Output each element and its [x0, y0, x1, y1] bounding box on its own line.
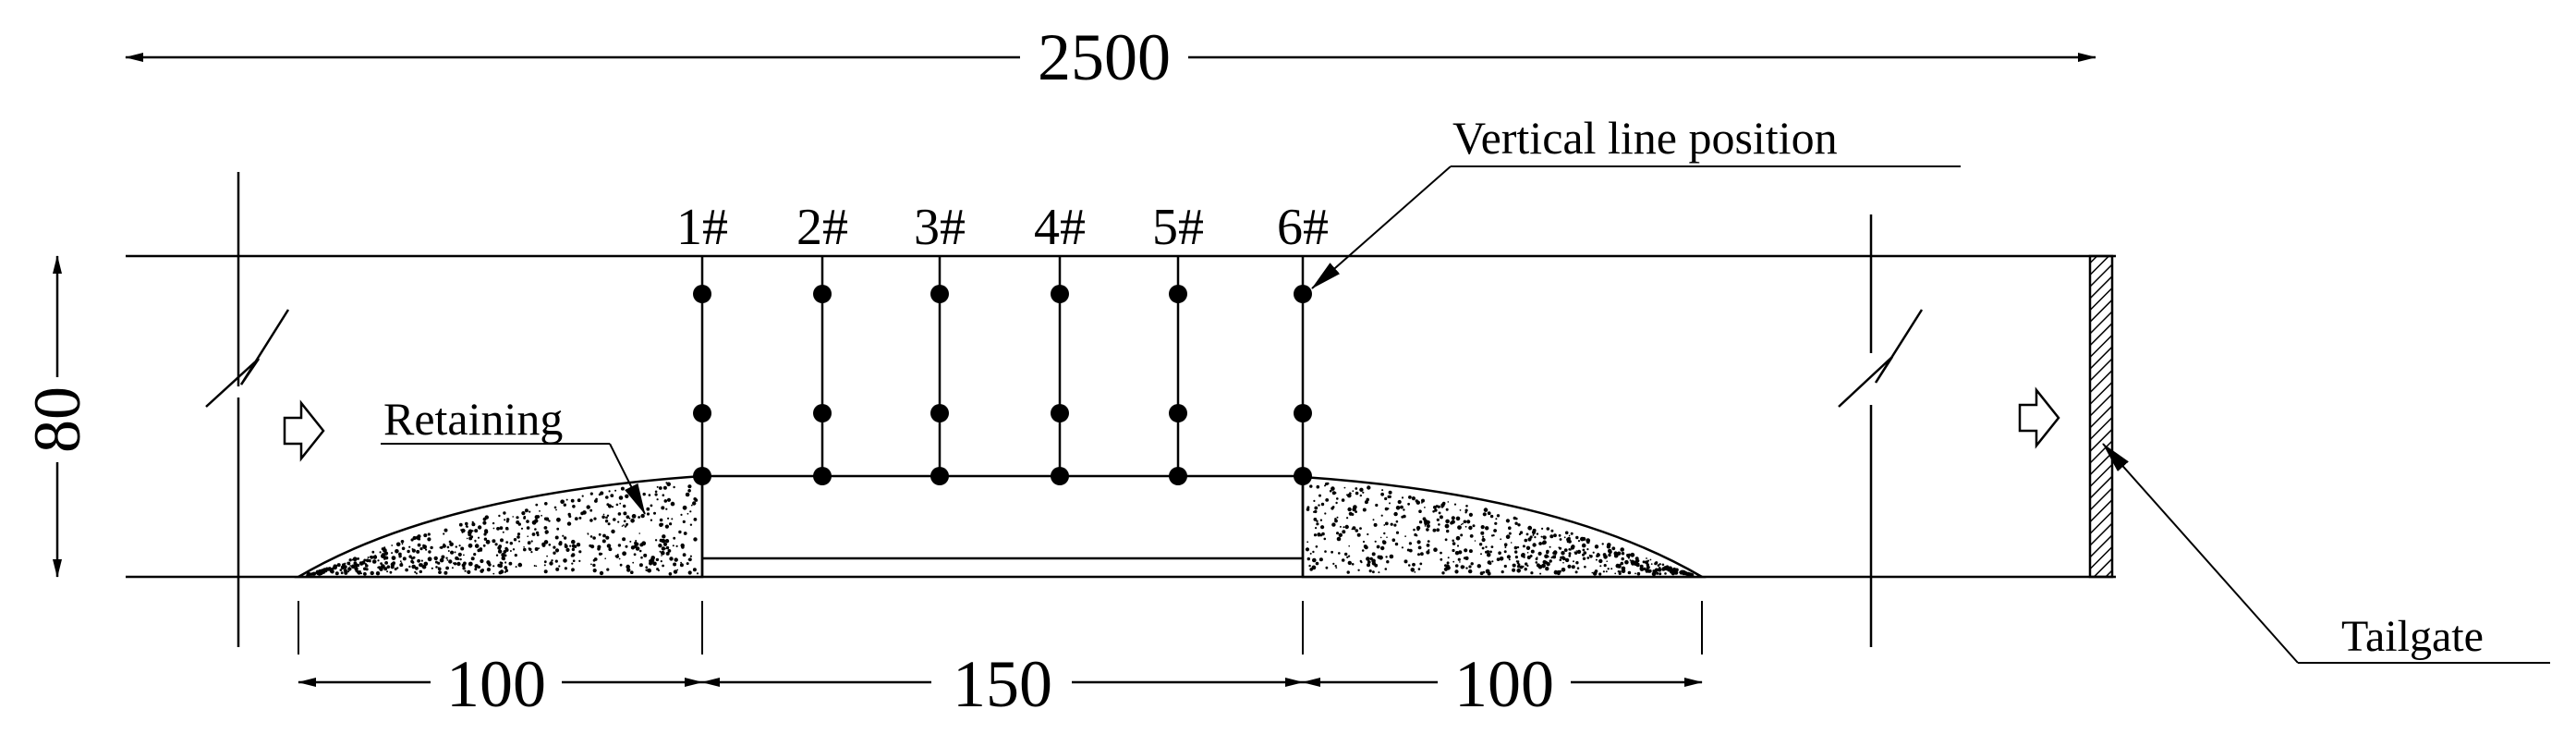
vertical-line-label: 6# — [1277, 199, 1329, 256]
measurement-point-6-2 — [1294, 404, 1312, 422]
dim-left-label: 100 — [446, 647, 546, 721]
vertical-line-3: 3# — [914, 199, 966, 485]
measurement-point-3-3 — [930, 467, 949, 485]
retaining-mound-left — [294, 474, 704, 579]
tailgate-gate — [2088, 254, 2114, 579]
vertical-line-position-leader — [1311, 165, 1452, 289]
flow-direction-arrow-right — [2018, 386, 2060, 449]
measurement-point-4-2 — [1051, 404, 1069, 422]
vertical-line-label: 5# — [1152, 199, 1204, 256]
vertical-line-4: 4# — [1034, 199, 1086, 485]
measurement-point-4-1 — [1051, 285, 1069, 303]
vertical-line-label: 4# — [1034, 199, 1086, 256]
measurement-point-1-1 — [693, 285, 711, 303]
dim-right-label: 100 — [1454, 647, 1554, 721]
vertical-line-6: 6# — [1277, 199, 1329, 485]
right-break-line — [1838, 214, 1924, 647]
measurement-point-3-1 — [930, 285, 949, 303]
tailgate-leader — [2102, 443, 2299, 664]
measurement-point-5-2 — [1169, 404, 1187, 422]
bottom-dimensions: 100 150 100 — [298, 601, 1703, 721]
vertical-line-2: 2# — [796, 199, 848, 485]
measurement-point-1-3 — [693, 467, 711, 485]
measurement-point-5-3 — [1169, 467, 1187, 485]
retaining-leader — [609, 443, 646, 515]
vertical-line-position-label: Vertical line position — [1452, 112, 1838, 164]
left-break-line — [205, 172, 290, 647]
measurement-point-2-3 — [813, 467, 832, 485]
vertical-line-5: 5# — [1152, 199, 1204, 485]
retaining-label: Retaining — [383, 393, 563, 445]
vertical-line-label: 3# — [914, 199, 966, 256]
measurement-point-5-1 — [1169, 285, 1187, 303]
measurement-point-3-2 — [930, 404, 949, 422]
measurement-point-2-2 — [813, 404, 832, 422]
vertical-line-label: 2# — [796, 199, 848, 256]
tailgate-label: Tailgate — [2341, 612, 2484, 661]
retaining-mound-right — [1301, 475, 1707, 579]
flow-direction-arrow-left — [283, 399, 325, 462]
retaining-texture — [306, 482, 1695, 578]
total-length-dimension: 2500 — [125, 20, 2096, 94]
vertical-lines-group: 1# 2# 3# 4# 5# 6# — [676, 199, 1329, 485]
vertical-line-label: 1# — [676, 199, 728, 256]
measurement-point-2-1 — [813, 285, 832, 303]
measurement-point-6-1 — [1294, 285, 1312, 303]
height-dimension: 80 — [20, 255, 94, 578]
vertical-line-1: 1# — [676, 199, 728, 485]
measurement-point-1-2 — [693, 404, 711, 422]
total-length-label: 2500 — [1038, 20, 1171, 94]
dim-mid-label: 150 — [953, 647, 1052, 721]
measurement-point-4-3 — [1051, 467, 1069, 485]
measurement-point-6-3 — [1294, 467, 1312, 485]
height-label: 80 — [20, 386, 94, 453]
